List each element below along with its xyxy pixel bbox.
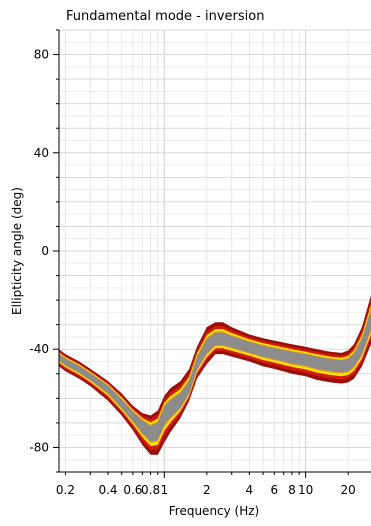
chart-title: Fundamental mode - inversion bbox=[66, 9, 265, 24]
x-tick-label: 0.2 bbox=[56, 483, 75, 497]
x-tick-label: 1 bbox=[160, 483, 168, 497]
x-tick-label: 8 bbox=[288, 483, 296, 497]
x-tick-label: 0.4 bbox=[98, 483, 117, 497]
x-tick-label: 20 bbox=[341, 483, 356, 497]
x-axis-label: Frequency (Hz) bbox=[169, 504, 260, 518]
y-tick-label: 40 bbox=[34, 146, 49, 160]
x-tick-label: 2 bbox=[203, 483, 211, 497]
x-tick-label: 4 bbox=[246, 483, 254, 497]
y-axis-label: Ellipticity angle (deg) bbox=[10, 187, 24, 315]
y-tick-label: -80 bbox=[29, 440, 49, 454]
ellipticity-bands bbox=[59, 295, 371, 455]
x-tick-label: 0.8 bbox=[141, 483, 160, 497]
y-tick-label: -40 bbox=[29, 342, 49, 356]
x-tick-label: 6 bbox=[270, 483, 278, 497]
x-tick-label: 0.6 bbox=[123, 483, 142, 497]
x-tick-label: 10 bbox=[298, 483, 313, 497]
middle-misfit-band bbox=[59, 300, 371, 450]
ticks: 80 40 0 -40 -80 0.2 0.4 0.60.8 1 2 4 6 8 10 20 bbox=[29, 29, 356, 497]
best-model-band bbox=[59, 309, 371, 442]
y-tick-label: 0 bbox=[41, 244, 49, 258]
y-tick-label: 80 bbox=[34, 48, 49, 62]
